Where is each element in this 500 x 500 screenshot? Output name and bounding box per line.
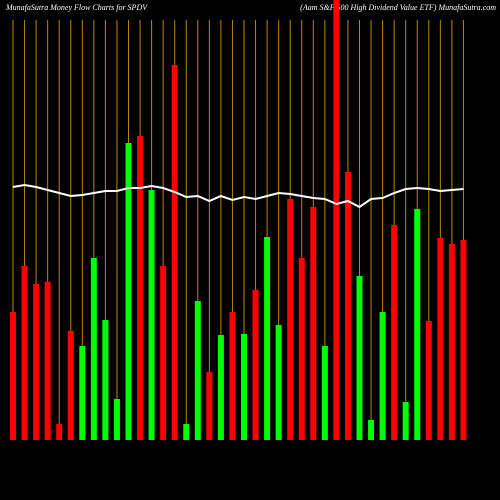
bar (148, 190, 155, 440)
bar (356, 276, 363, 440)
bar (287, 199, 294, 440)
bar (437, 238, 444, 440)
bar (10, 312, 16, 440)
bar (241, 334, 247, 440)
bar (21, 266, 28, 440)
bar (102, 320, 109, 440)
bar (379, 312, 386, 440)
bar (79, 346, 86, 440)
bar (125, 143, 132, 440)
bar (67, 331, 74, 440)
bar (321, 346, 328, 440)
bar (137, 136, 144, 440)
bar (368, 420, 375, 440)
bar (194, 301, 201, 440)
bar (206, 372, 213, 440)
bar (56, 424, 63, 440)
bar (217, 335, 224, 440)
bar (391, 225, 398, 440)
bar (425, 321, 432, 440)
bar (310, 207, 317, 440)
bar (333, 0, 340, 440)
bar (264, 237, 271, 440)
bar (252, 290, 259, 440)
bar (460, 240, 467, 440)
bar (344, 172, 351, 440)
chart-title: MunafaSutra Money Flow Charts for SPDV (5, 3, 148, 12)
bar (33, 284, 40, 440)
bar (160, 266, 167, 440)
flow-line (12, 183, 464, 209)
bar (448, 244, 455, 440)
bar (90, 258, 97, 440)
bar (113, 399, 120, 440)
bar (44, 282, 51, 440)
bar (402, 402, 409, 440)
bar (183, 424, 190, 440)
bar (298, 258, 305, 440)
chart-subtitle: (Aam S&P 500 High Dividend Value ETF) Mu… (300, 3, 496, 12)
bar (414, 209, 421, 440)
bar (229, 312, 236, 440)
bar (275, 325, 282, 440)
bar (171, 65, 178, 440)
